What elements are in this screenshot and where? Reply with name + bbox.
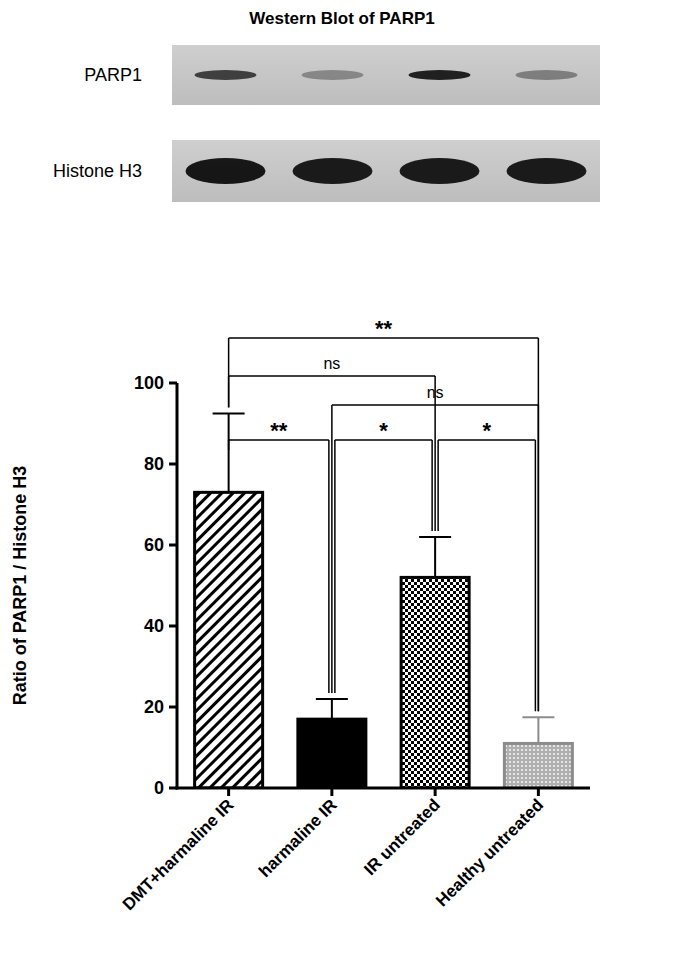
page: Western Blot of PARP1 PARP1 Histone H3 0 20 4… — [0, 0, 684, 968]
bracket-leg — [228, 376, 230, 407]
blot-band — [186, 158, 266, 184]
bracket-leg — [331, 405, 333, 693]
x-tick-label: Healthy untreated — [432, 795, 547, 910]
blot-row-label: PARP1 — [84, 65, 142, 85]
chart: Western Blot of PARP1 PARP1 Histone H3 0 20 4… — [0, 0, 684, 968]
y-axis — [176, 383, 179, 790]
error-line — [434, 537, 436, 578]
x-tick — [537, 788, 540, 796]
x-tick-label: IR untreated — [360, 795, 444, 879]
bar — [195, 492, 263, 788]
significance-bracket: ** — [229, 418, 329, 693]
bracket-leg — [538, 338, 540, 711]
y-tick — [169, 382, 177, 385]
bracket-leg — [328, 440, 330, 693]
error-cap — [419, 536, 451, 538]
significance-bracket: ** — [229, 316, 539, 711]
bracket-leg — [437, 440, 439, 531]
y-tick-label: 40 — [144, 616, 164, 636]
significance-bracket: * — [438, 418, 535, 711]
blot-panel — [172, 140, 600, 202]
blot-row-label: Histone H3 — [53, 161, 142, 181]
error-bar — [316, 699, 348, 719]
bracket-leg — [431, 440, 433, 531]
y-tick-label: 20 — [144, 697, 164, 717]
error-cap — [213, 412, 245, 414]
y-axis-label: Ratio of PARP1 / Histone H3 — [10, 466, 30, 706]
significance-label: ns — [427, 384, 444, 401]
error-bar — [522, 717, 554, 743]
significance-label: ** — [270, 418, 288, 443]
blot-band — [516, 70, 578, 80]
significance-label: ** — [375, 316, 393, 341]
y-tick — [169, 625, 177, 628]
error-cap — [522, 716, 554, 718]
x-tick — [434, 788, 437, 796]
y-tick — [169, 544, 177, 547]
significance-label: ns — [323, 355, 340, 372]
significance-bracket: ns — [332, 384, 539, 711]
blot-band — [293, 158, 373, 184]
bracket-line — [332, 404, 539, 406]
bracket-leg — [228, 338, 230, 407]
bracket-leg — [535, 440, 537, 711]
error-line — [537, 717, 539, 743]
y-tick-label: 60 — [144, 535, 164, 555]
bracket-leg — [538, 405, 540, 711]
bar — [401, 577, 469, 788]
blot-band — [400, 158, 480, 184]
blot-panel — [172, 45, 600, 105]
bar — [504, 743, 572, 788]
x-tick-label: harmaline IR — [255, 795, 341, 881]
significance-bracket: * — [335, 418, 432, 693]
significance-label: * — [379, 418, 388, 443]
y-tick-label: 100 — [134, 373, 164, 393]
x-tick-label: DMT+harmaline IR — [119, 795, 238, 914]
significance-label: * — [482, 418, 491, 443]
bar — [298, 719, 366, 788]
blot-band — [507, 158, 587, 184]
error-line — [331, 699, 333, 719]
bracket-line — [229, 375, 436, 377]
y-tick-label: 0 — [154, 778, 164, 798]
bracket-leg — [228, 440, 230, 450]
error-cap — [316, 698, 348, 700]
x-tick — [227, 788, 230, 796]
error-line — [228, 413, 230, 492]
x-tick — [330, 788, 333, 796]
bracket-leg — [334, 440, 336, 693]
bars — [195, 413, 573, 788]
blot-title: Western Blot of PARP1 — [249, 9, 434, 28]
blot-band — [409, 70, 471, 80]
error-bar — [419, 537, 451, 578]
x-axis — [176, 787, 591, 790]
y-tick — [169, 463, 177, 466]
blot-band — [195, 70, 257, 80]
error-bar — [213, 413, 245, 492]
y-tick — [169, 787, 177, 790]
y-tick — [169, 706, 177, 709]
blot-band — [302, 70, 364, 80]
y-tick-label: 80 — [144, 454, 164, 474]
